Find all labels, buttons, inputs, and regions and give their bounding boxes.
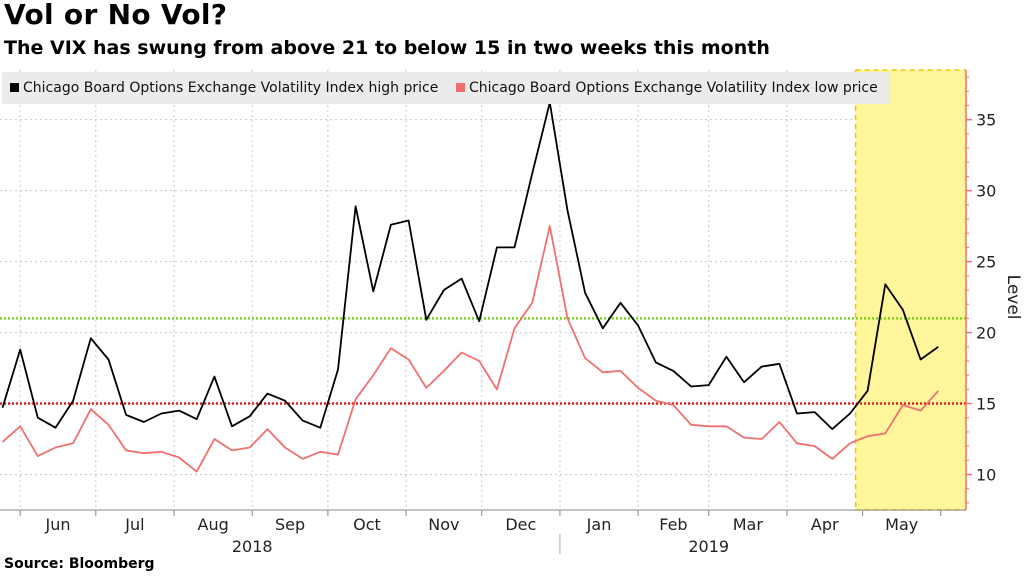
chart-subtitle: The VIX has swung from above 21 to below… bbox=[4, 37, 770, 59]
x-month-label: Aug bbox=[198, 515, 229, 534]
x-year-label: 2019 bbox=[688, 537, 729, 556]
x-month-label: Oct bbox=[353, 515, 381, 534]
source-note: Source: Bloomberg bbox=[4, 556, 155, 572]
x-month-label: Jul bbox=[124, 515, 144, 534]
x-month-label: May bbox=[885, 515, 918, 534]
y-tick-label: 10 bbox=[976, 466, 996, 485]
x-year-label: 2018 bbox=[232, 537, 273, 556]
legend-swatch-low bbox=[456, 83, 465, 92]
x-month-label: Dec bbox=[505, 515, 536, 534]
x-month-label: Nov bbox=[428, 515, 459, 534]
legend-swatch-high bbox=[10, 83, 19, 92]
vix-high-series-line bbox=[1, 101, 939, 431]
chart-title: Vol or No Vol? bbox=[4, 0, 228, 31]
legend-box bbox=[2, 72, 890, 104]
y-tick-label: 15 bbox=[976, 395, 996, 414]
highlight-region bbox=[855, 70, 966, 510]
x-month-label: Jun bbox=[45, 515, 71, 534]
x-month-label: Mar bbox=[733, 515, 764, 534]
y-tick-label: 20 bbox=[976, 324, 996, 343]
legend-label-low: Chicago Board Options Exchange Volatilit… bbox=[469, 80, 878, 96]
x-month-label: Jan bbox=[586, 515, 612, 534]
y-tick-label: 30 bbox=[976, 182, 996, 201]
x-month-label: Apr bbox=[811, 515, 839, 534]
y-tick-label: 35 bbox=[976, 111, 996, 130]
vix-low-series-line bbox=[1, 225, 939, 473]
plot-area bbox=[0, 70, 966, 510]
y-tick-label: 25 bbox=[976, 253, 996, 272]
x-month-label: Sep bbox=[275, 515, 305, 534]
legend-label-high: Chicago Board Options Exchange Volatilit… bbox=[23, 80, 438, 96]
y-axis-label: Level bbox=[1003, 275, 1023, 320]
x-month-label: Feb bbox=[659, 515, 687, 534]
